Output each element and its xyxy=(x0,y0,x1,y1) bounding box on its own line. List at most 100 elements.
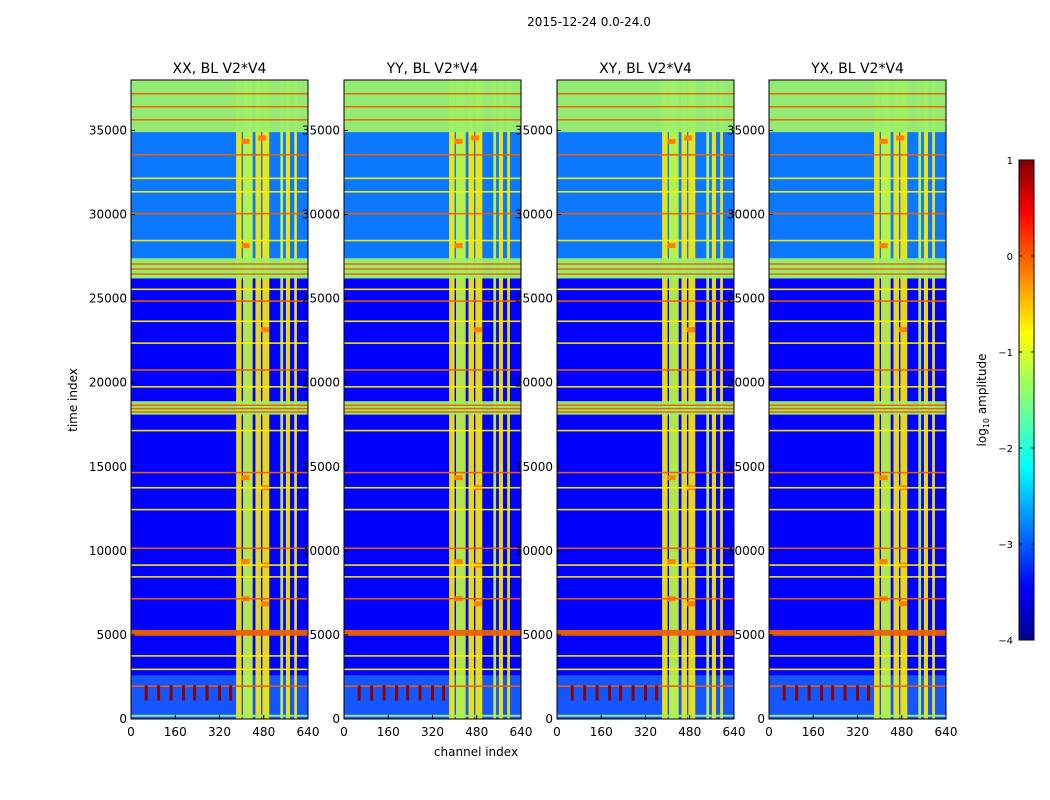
rfi-spot xyxy=(879,138,888,144)
flag-line xyxy=(769,404,946,406)
flag-line xyxy=(131,655,308,657)
flag-line xyxy=(557,119,734,121)
flag-line xyxy=(344,411,521,413)
rfi-channel-band xyxy=(285,80,291,719)
flag-line xyxy=(344,369,521,371)
flag-line xyxy=(557,190,734,193)
flag-line xyxy=(769,508,946,511)
rfi-spot xyxy=(879,243,888,249)
rfi-spike xyxy=(570,685,574,701)
rfi-spike xyxy=(595,685,599,701)
rfi-spike xyxy=(820,685,824,701)
flag-line xyxy=(344,564,521,566)
flag-line xyxy=(344,153,521,156)
flag-line xyxy=(769,212,946,215)
rfi-channel-band xyxy=(662,80,668,719)
flag-line xyxy=(557,547,734,550)
flag-line xyxy=(769,386,946,388)
flag-line xyxy=(344,212,521,215)
rfi-channel-band xyxy=(893,80,899,719)
y-tick-label: 35000 xyxy=(727,123,765,137)
flag-line xyxy=(557,369,734,371)
rfi-channel-band xyxy=(468,80,474,719)
flag-line xyxy=(557,320,734,323)
flag-line xyxy=(344,668,521,671)
rfi-spot xyxy=(241,138,250,144)
panel-xx: 0 160 320 480 640 0 5000 10000 15000 20000 25000 30… xyxy=(89,61,320,739)
x-tick-label: 160 xyxy=(164,725,187,739)
flag-line xyxy=(557,576,734,578)
x-tick-label: 0 xyxy=(127,725,135,739)
x-tick-label: 0 xyxy=(340,725,348,739)
flag-line xyxy=(344,273,521,275)
flag-line xyxy=(769,429,946,432)
panel-xy: 0 160 320 480 640 0 5000 10000 15000 20000 25000 30… xyxy=(515,61,746,739)
rfi-spike xyxy=(229,685,233,701)
flag-line xyxy=(769,153,946,156)
x-tick-label: 640 xyxy=(297,725,320,739)
rfi-channel-band xyxy=(900,80,908,719)
y-tick-label: 10000 xyxy=(302,544,340,558)
rfi-spike xyxy=(193,685,197,701)
flag-line xyxy=(557,429,734,432)
rfi-spike xyxy=(795,685,799,701)
rfi-spot xyxy=(684,135,693,141)
flag-line xyxy=(131,106,308,108)
rfi-spike xyxy=(655,685,659,701)
rfi-channel-band xyxy=(923,80,929,719)
rfi-spot xyxy=(454,475,463,481)
rfi-spot xyxy=(241,559,250,565)
x-tick-label: 320 xyxy=(208,725,231,739)
rfi-spike xyxy=(631,685,635,701)
panel-title: XY, BL V2*V4 xyxy=(599,61,692,77)
x-tick-label: 480 xyxy=(252,725,275,739)
rfi-spike xyxy=(431,685,434,701)
rfi-spot xyxy=(473,601,482,607)
rfi-spot xyxy=(667,559,676,565)
x-tick-label: 160 xyxy=(802,725,825,739)
rfi-spot xyxy=(258,135,267,141)
flag-line xyxy=(769,288,946,291)
flag-line xyxy=(131,239,308,242)
y-tick-label: 0 xyxy=(332,712,340,726)
y-tick-label: 25000 xyxy=(727,292,765,306)
flag-line xyxy=(769,471,946,474)
flag-line xyxy=(344,177,521,180)
flag-line xyxy=(557,106,734,108)
y-tick-label: 35000 xyxy=(302,123,340,137)
flag-line xyxy=(131,369,308,371)
flag-line xyxy=(344,471,521,474)
rfi-spike xyxy=(144,685,148,701)
y-tick-label: 15000 xyxy=(727,460,765,474)
y-tick-label: 0 xyxy=(545,712,553,726)
flag-line xyxy=(769,239,946,242)
rfi-spot xyxy=(241,243,250,249)
flag-line xyxy=(557,177,734,180)
rfi-channel-band xyxy=(706,80,710,719)
flag-line xyxy=(344,486,521,489)
flag-line xyxy=(131,404,308,406)
flag-line xyxy=(557,411,734,413)
rfi-spike xyxy=(583,685,587,701)
flag-line xyxy=(344,106,521,108)
flag-line xyxy=(557,93,734,95)
y-tick-label: 10000 xyxy=(727,544,765,558)
flag-line xyxy=(557,239,734,242)
flag-line xyxy=(131,177,308,180)
y-tick-label: 5000 xyxy=(522,628,553,642)
x-tick-label: 160 xyxy=(377,725,400,739)
y-tick-label: 0 xyxy=(119,712,127,726)
flag-line xyxy=(557,300,734,302)
flag-line xyxy=(769,263,946,265)
rfi-spike xyxy=(406,685,410,701)
x-axis-label: channel index xyxy=(434,745,518,759)
y-tick-label: 30000 xyxy=(89,208,127,222)
flag-line xyxy=(131,486,308,489)
flag-line xyxy=(344,407,521,410)
y-tick-label: 5000 xyxy=(734,628,765,642)
flag-line xyxy=(769,268,946,270)
flag-line xyxy=(769,547,946,550)
flag-line xyxy=(769,93,946,95)
flag-line xyxy=(557,153,734,156)
flag-line xyxy=(557,486,734,489)
